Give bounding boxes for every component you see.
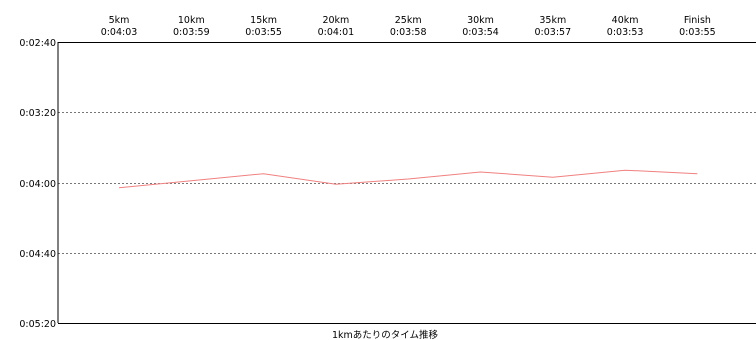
- segment-distance-label: 30km: [467, 15, 494, 26]
- segment-time-label: 0:03:55: [245, 27, 282, 38]
- segment-distance-label: 25km: [395, 15, 422, 26]
- y-tick-labels: 0:02:40 0:03:20 0:04:00 0:04:40 0:05:20: [19, 38, 56, 330]
- segment-distance-label: Finish: [684, 15, 711, 26]
- segment-distance-label: 35km: [539, 15, 566, 26]
- segment-time-label: 0:03:53: [607, 27, 644, 38]
- y-tick-label: 0:02:40: [19, 38, 56, 49]
- y-tick-label: 0:05:20: [19, 319, 56, 330]
- segment-time-label: 0:03:55: [679, 27, 716, 38]
- segment-time-label: 0:03:58: [390, 27, 427, 38]
- segment-time-label: 0:03:59: [173, 27, 210, 38]
- segment-time-label: 0:04:01: [318, 27, 355, 38]
- x-axis-label: 1kmあたりのタイム推移: [332, 329, 439, 340]
- segment-headers: 5km0:04:0310km0:03:5915km0:03:5520km0:04…: [101, 15, 716, 38]
- segment-distance-label: 20km: [322, 15, 349, 26]
- grid-lines: [58, 42, 756, 324]
- pace-series-line: [118, 169, 698, 189]
- segment-distance-label: 15km: [250, 15, 277, 26]
- segment-time-label: 0:03:54: [462, 27, 499, 38]
- y-tick-label: 0:04:00: [19, 179, 56, 190]
- segment-distance-label: 5km: [109, 15, 130, 26]
- y-tick-label: 0:03:20: [19, 108, 56, 119]
- segment-distance-label: 40km: [612, 15, 639, 26]
- segment-time-label: 0:04:03: [101, 27, 138, 38]
- y-tick-label: 0:04:40: [19, 249, 56, 260]
- segment-time-label: 0:03:57: [534, 27, 571, 38]
- segment-distance-label: 10km: [178, 15, 205, 26]
